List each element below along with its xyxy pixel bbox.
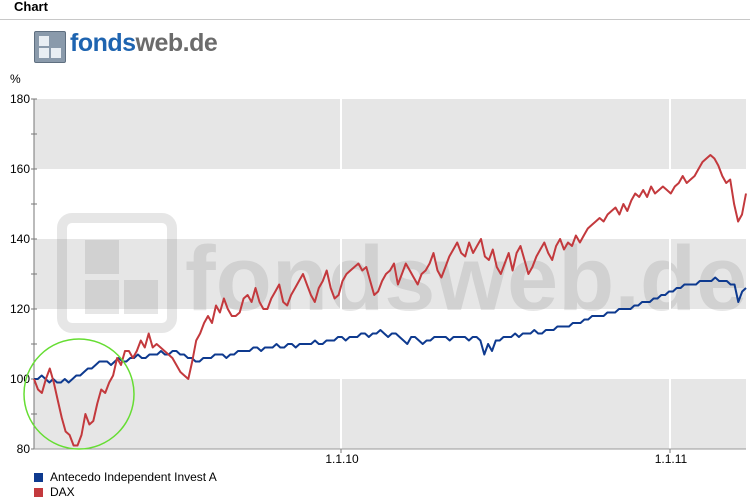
x-tick-label: 1.1.11 xyxy=(655,452,688,466)
grid-band xyxy=(34,99,746,169)
grid-band xyxy=(34,239,746,309)
highlight-circle xyxy=(23,338,135,450)
legend-item-dax: DAX xyxy=(34,485,217,500)
x-axis: 1.1.10 1.1.11 xyxy=(34,448,746,466)
legend-label: Antecedo Independent Invest A xyxy=(50,470,217,484)
series-line-dax xyxy=(33,154,747,447)
y-axis-unit: % xyxy=(10,72,21,86)
legend-swatch xyxy=(34,488,43,497)
header-title: Chart xyxy=(14,0,48,14)
y-tick-label: 180 xyxy=(10,92,30,106)
y-tick-label: 140 xyxy=(10,232,30,246)
y-tick-label: 160 xyxy=(10,162,30,176)
grid-band xyxy=(34,379,746,449)
legend-label: DAX xyxy=(50,485,75,499)
x-tick-label: 1.1.10 xyxy=(325,452,359,466)
logo-text: fondsweb.de xyxy=(70,29,218,57)
chart-bands xyxy=(34,99,746,449)
legend-item-fund: Antecedo Independent Invest A xyxy=(34,470,217,485)
watermark-icon xyxy=(57,213,177,333)
logo-icon xyxy=(34,31,66,63)
series-lines xyxy=(33,154,747,447)
watermark-text: fondsweb.de xyxy=(185,228,747,330)
legend: Antecedo Independent Invest A DAX xyxy=(34,470,217,500)
y-tick-label: 80 xyxy=(17,442,31,456)
watermark: fondsweb.de xyxy=(57,213,747,333)
series-line-fund xyxy=(34,276,747,384)
legend-swatch xyxy=(34,473,43,482)
vertical-gridlines xyxy=(340,99,671,449)
y-tick-label: 120 xyxy=(10,302,30,316)
chart-header: Chart xyxy=(0,0,750,20)
